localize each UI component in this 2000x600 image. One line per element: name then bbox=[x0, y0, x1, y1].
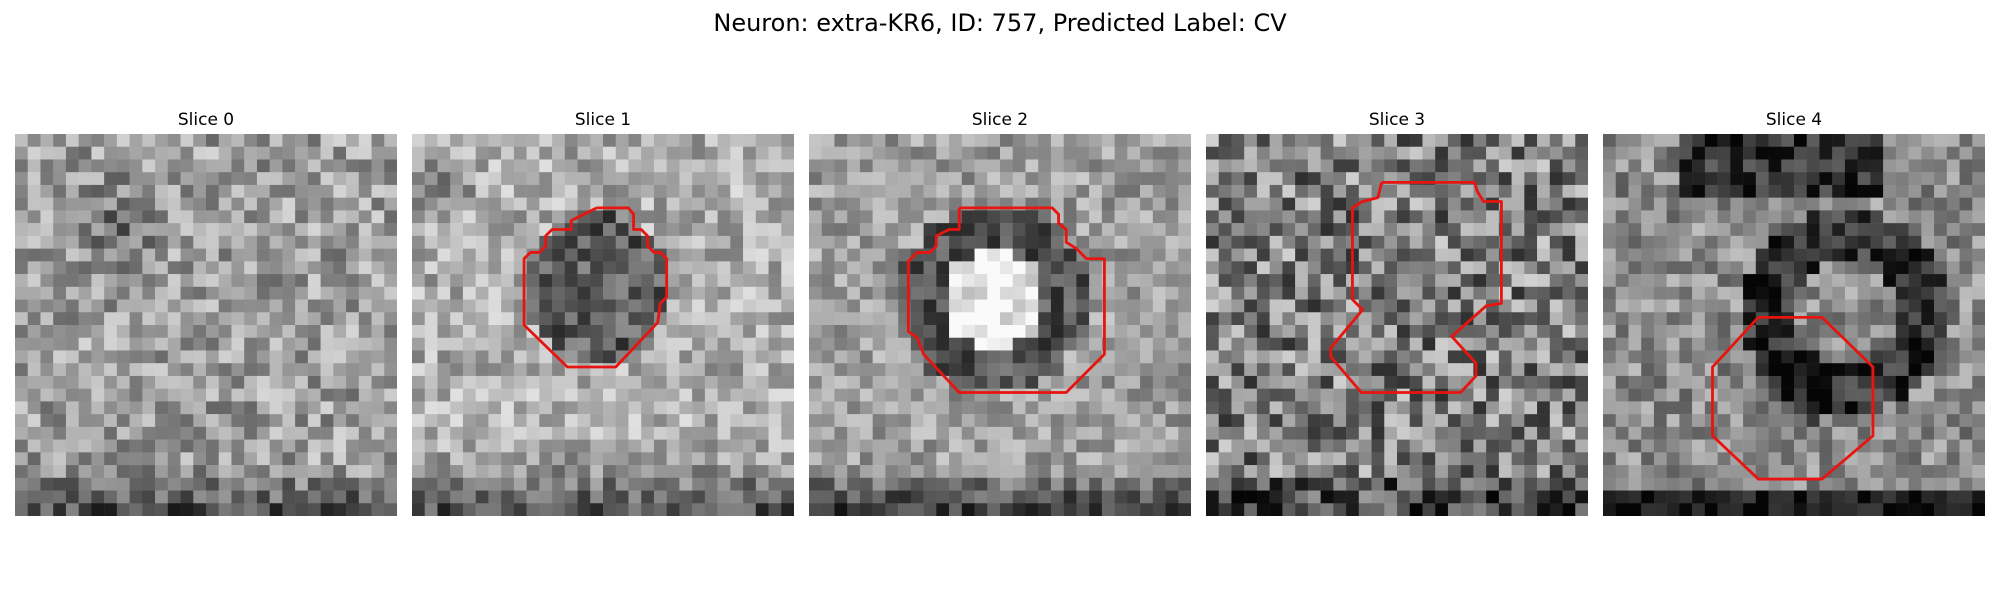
slice-image-1 bbox=[412, 134, 794, 516]
contour-outline-1 bbox=[522, 206, 669, 369]
slice-panel-0: Slice 0 bbox=[15, 110, 397, 516]
slice-image-4 bbox=[1603, 134, 1985, 516]
slice-panel-1: Slice 1 bbox=[412, 110, 794, 516]
slice-title-3: Slice 3 bbox=[1368, 110, 1426, 130]
slice-image-0 bbox=[15, 134, 397, 516]
grayscale-noise-2 bbox=[809, 134, 1191, 516]
slice-image-2 bbox=[809, 134, 1191, 516]
figure-title: Neuron: extra-KR6, ID: 757, Predicted La… bbox=[713, 9, 1287, 37]
grayscale-noise-4 bbox=[1603, 134, 1985, 516]
grayscale-noise-3 bbox=[1206, 134, 1588, 516]
contour-outline-3 bbox=[1329, 180, 1503, 394]
slice-panel-4: Slice 4 bbox=[1603, 110, 1985, 516]
contour-outline-4 bbox=[1711, 315, 1875, 481]
grayscale-noise-1 bbox=[412, 134, 794, 516]
slice-panel-3: Slice 3 bbox=[1206, 110, 1588, 516]
slice-title-4: Slice 4 bbox=[1765, 110, 1823, 130]
slice-title-2: Slice 2 bbox=[971, 110, 1029, 130]
slice-image-3 bbox=[1206, 134, 1588, 516]
contour-outline-2 bbox=[906, 206, 1106, 394]
slice-panel-2: Slice 2 bbox=[809, 110, 1191, 516]
slice-title-0: Slice 0 bbox=[177, 110, 235, 130]
slice-title-1: Slice 1 bbox=[574, 110, 632, 130]
grayscale-noise-0 bbox=[15, 134, 397, 516]
